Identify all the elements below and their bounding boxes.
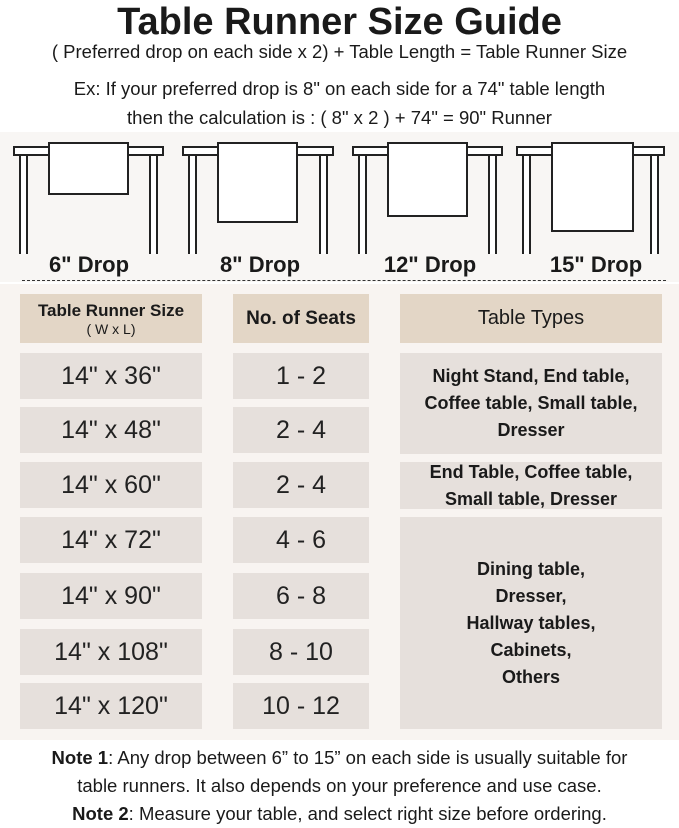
note-text: : Any drop between 6” to 15” on each sid… xyxy=(108,747,628,768)
note-label: Note 1 xyxy=(51,747,109,768)
seats-cell: 1 - 2 xyxy=(233,353,369,399)
drop-label: 15" Drop xyxy=(549,252,643,277)
header-size-sub: ( W x L) xyxy=(86,320,136,337)
table-12in-drop-icon xyxy=(352,142,503,254)
size-cell: 14" x 48" xyxy=(20,407,202,453)
seats-cell: 2 - 4 xyxy=(233,407,369,453)
seats-cell: 8 - 10 xyxy=(233,629,369,675)
table-8in-drop-icon xyxy=(182,142,334,254)
seats-cell: 10 - 12 xyxy=(233,683,369,729)
table-types-cell: End Table, Coffee table, Small table, Dr… xyxy=(400,462,662,509)
seats-cell: 4 - 6 xyxy=(233,517,369,563)
table-types-cell: Night Stand, End table, Coffee table, Sm… xyxy=(400,353,662,454)
drop-label: 8" Drop xyxy=(219,252,301,277)
table-15in-drop-icon xyxy=(516,142,665,254)
size-cell: 14" x 108" xyxy=(20,629,202,675)
seats-cell: 6 - 8 xyxy=(233,573,369,619)
size-cell: 14" x 72" xyxy=(20,517,202,563)
drop-label: 12" Drop xyxy=(383,252,477,277)
note-1-cont: table runners. It also depends on your p… xyxy=(0,772,679,800)
drop-label: 6" Drop xyxy=(48,252,130,277)
size-cell: 14" x 60" xyxy=(20,462,202,508)
size-cell: 14" x 90" xyxy=(20,573,202,619)
example-text: Ex: If your preferred drop is 8" on each… xyxy=(73,78,606,99)
note-text: table runners. It also depends on your p… xyxy=(77,775,602,796)
header-size-label: Table Runner Size xyxy=(37,300,185,320)
note-2: Note 2: Measure your table, and select r… xyxy=(0,800,679,828)
drop-illustrations: 6" Drop 8" Drop 12" Drop 15" Drop xyxy=(0,132,679,282)
example-calculation: then the calculation is : ( 8" x 2 ) + 7… xyxy=(127,107,552,128)
size-cell: 14" x 120" xyxy=(20,683,202,729)
header-seats: No. of Seats xyxy=(233,294,369,343)
header-types: Table Types xyxy=(400,294,662,343)
formula-text: ( Preferred drop on each side x 2) + Tab… xyxy=(51,41,628,62)
header-size: Table Runner Size ( W x L) xyxy=(20,294,202,343)
note-text: : Measure your table, and select right s… xyxy=(128,803,607,824)
size-cell: 14" x 36" xyxy=(20,353,202,399)
divider xyxy=(22,280,666,281)
seats-cell: 2 - 4 xyxy=(233,462,369,508)
page-title: Table Runner Size Guide xyxy=(117,1,562,43)
table-types-cell: Dining table, Dresser, Hallway tables, C… xyxy=(400,517,662,729)
note-1: Note 1: Any drop between 6” to 15” on ea… xyxy=(0,744,679,772)
note-label: Note 2 xyxy=(72,803,129,824)
table-6in-drop-icon xyxy=(13,142,164,254)
